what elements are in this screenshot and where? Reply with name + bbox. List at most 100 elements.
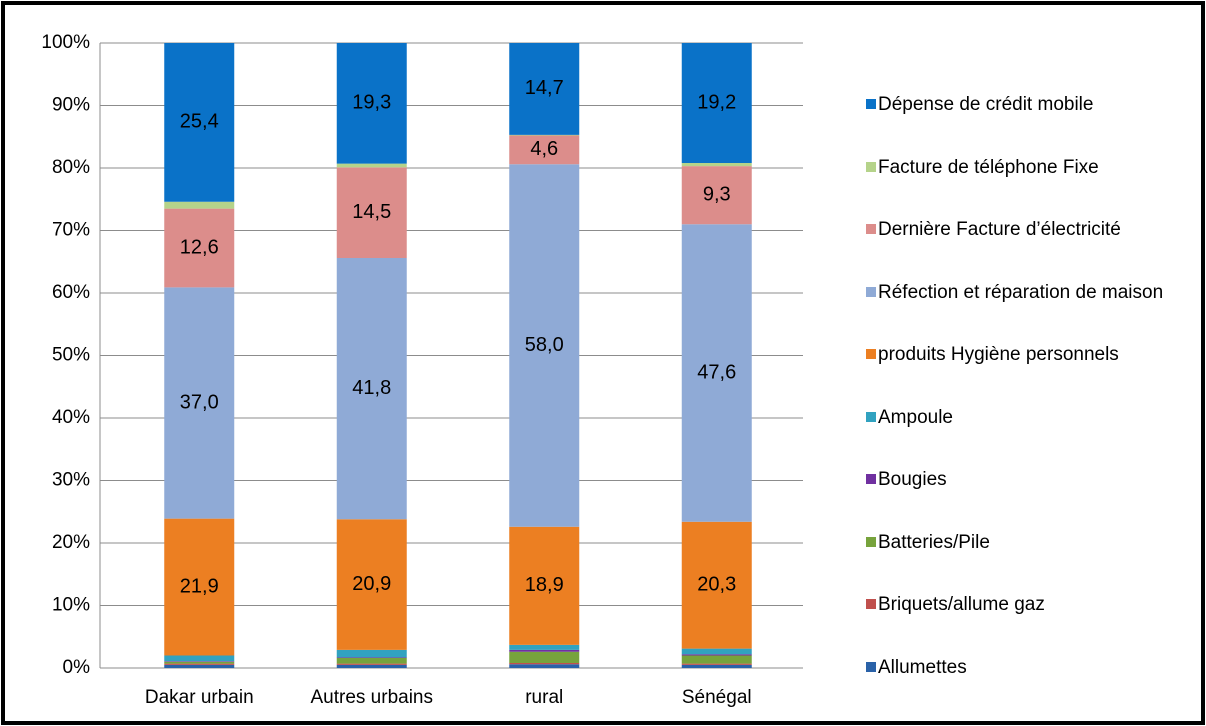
- bar-segment: [336, 657, 407, 658]
- bar-segment: [509, 649, 580, 652]
- legend-label: Batteries/Pile: [878, 531, 990, 553]
- data-label: 41,8: [352, 377, 391, 399]
- legend-label: Ampoule: [878, 406, 953, 428]
- bar-segment: [681, 655, 752, 664]
- bar-segment: [164, 661, 235, 664]
- bar-segment: [336, 658, 407, 664]
- bar-segment: [509, 664, 580, 668]
- x-tick-label: Autres urbains: [310, 687, 433, 708]
- bar-segment: [509, 644, 580, 650]
- bar-segment: [336, 258, 407, 520]
- data-label: 4,6: [530, 138, 558, 160]
- data-label: 14,7: [525, 77, 564, 99]
- y-tick-label: 100%: [41, 32, 90, 53]
- legend-swatch: [866, 161, 876, 172]
- x-tick-label: rural: [525, 687, 563, 708]
- y-tick-label: 80%: [52, 157, 90, 178]
- x-tick-label: Sénégal: [682, 687, 752, 708]
- legend-swatch: [866, 599, 876, 609]
- bar-segment: [164, 201, 235, 209]
- bar-segment: [509, 663, 580, 665]
- bar-segment: [509, 526, 580, 645]
- data-label: 21,9: [180, 575, 219, 597]
- y-tick-label: 10%: [52, 595, 90, 616]
- data-label: 58,0: [525, 334, 564, 356]
- bar-segment: [336, 519, 407, 650]
- legend-swatch: [866, 224, 876, 234]
- legend-entry: Bougies: [866, 468, 1206, 491]
- bar-segment: [164, 287, 235, 519]
- bar-segment: [509, 43, 580, 135]
- y-tick-label: 30%: [52, 470, 90, 491]
- legend-entry: produits Hygiène personnels: [866, 343, 1206, 366]
- bar-segment: [509, 135, 580, 165]
- bar-segment: [681, 43, 752, 163]
- data-label: 18,9: [525, 574, 564, 596]
- bar-segment: [336, 663, 407, 665]
- bar-segment: [164, 655, 235, 662]
- legend-swatch: [866, 661, 876, 672]
- legend-swatch: [866, 349, 876, 359]
- legend-label: produits Hygiène personnels: [878, 344, 1119, 365]
- legend-entry: Ampoule: [866, 406, 1206, 429]
- y-tick-label: 0%: [63, 657, 91, 678]
- legend-entry: Allumettes: [866, 656, 1206, 679]
- bar-segment: [164, 518, 235, 656]
- legend-label: Facture de téléphone Fixe: [878, 156, 1099, 178]
- legend-label: Réfection et réparation de maison: [878, 281, 1164, 303]
- legend-label: Dépense de crédit mobile: [878, 94, 1094, 115]
- bar-segment: [164, 208, 235, 288]
- bar-segment: [164, 664, 235, 668]
- y-tick-label: 50%: [52, 345, 90, 366]
- data-label: 9,3: [703, 183, 731, 205]
- legend-swatch: [866, 286, 876, 297]
- legend-swatch: [866, 99, 876, 109]
- bar-segment: [681, 648, 752, 655]
- bar-segment: [681, 163, 752, 167]
- legend-label: Briquets/allume gaz: [878, 594, 1045, 615]
- x-tick-label: Dakar urbain: [145, 687, 254, 708]
- data-label: 47,6: [697, 361, 736, 383]
- bar-segment: [336, 167, 407, 258]
- bar-segment: [681, 166, 752, 225]
- bar-segment: [336, 43, 407, 164]
- legend-label: Bougies: [878, 469, 947, 490]
- bar-segment: [681, 654, 752, 656]
- legend-entry: Batteries/Pile: [866, 531, 1206, 554]
- legend-entry: Dernière Facture d’électricité: [866, 218, 1206, 241]
- legend-label: Allumettes: [878, 656, 967, 678]
- data-label: 20,9: [352, 573, 391, 595]
- bar-segment: [509, 164, 580, 527]
- data-label: 12,6: [180, 236, 219, 258]
- data-label: 14,5: [352, 201, 391, 223]
- legend-entry: Facture de téléphone Fixe: [866, 156, 1206, 179]
- y-tick-label: 90%: [52, 95, 90, 116]
- data-label: 19,3: [352, 92, 391, 114]
- legend-entry: Briquets/allume gaz: [866, 593, 1206, 616]
- y-tick-label: 40%: [52, 407, 90, 428]
- data-label: 19,2: [697, 91, 736, 113]
- bar-segment: [164, 663, 235, 665]
- data-label: 25,4: [180, 111, 219, 133]
- data-label: 20,3: [697, 573, 736, 595]
- bar-segment: [509, 651, 580, 663]
- bar-segment: [681, 664, 752, 668]
- legend-swatch: [866, 411, 876, 422]
- bar-segment: [681, 224, 752, 522]
- legend-swatch: [866, 536, 876, 547]
- bar-segment: [164, 661, 235, 662]
- legend-entry: Réfection et réparation de maison: [866, 281, 1206, 304]
- legend-entry: Dépense de crédit mobile: [866, 93, 1206, 116]
- bar-segment: [336, 649, 407, 658]
- data-label: 37,0: [180, 391, 219, 413]
- bar-segment: [336, 664, 407, 668]
- y-tick-label: 20%: [52, 532, 90, 553]
- bar-segment: [164, 43, 235, 202]
- y-tick-label: 60%: [52, 282, 90, 303]
- bar-segment: [681, 521, 752, 649]
- y-tick-label: 70%: [52, 220, 90, 241]
- legend-swatch: [866, 474, 876, 484]
- legend-label: Dernière Facture d’électricité: [878, 219, 1121, 240]
